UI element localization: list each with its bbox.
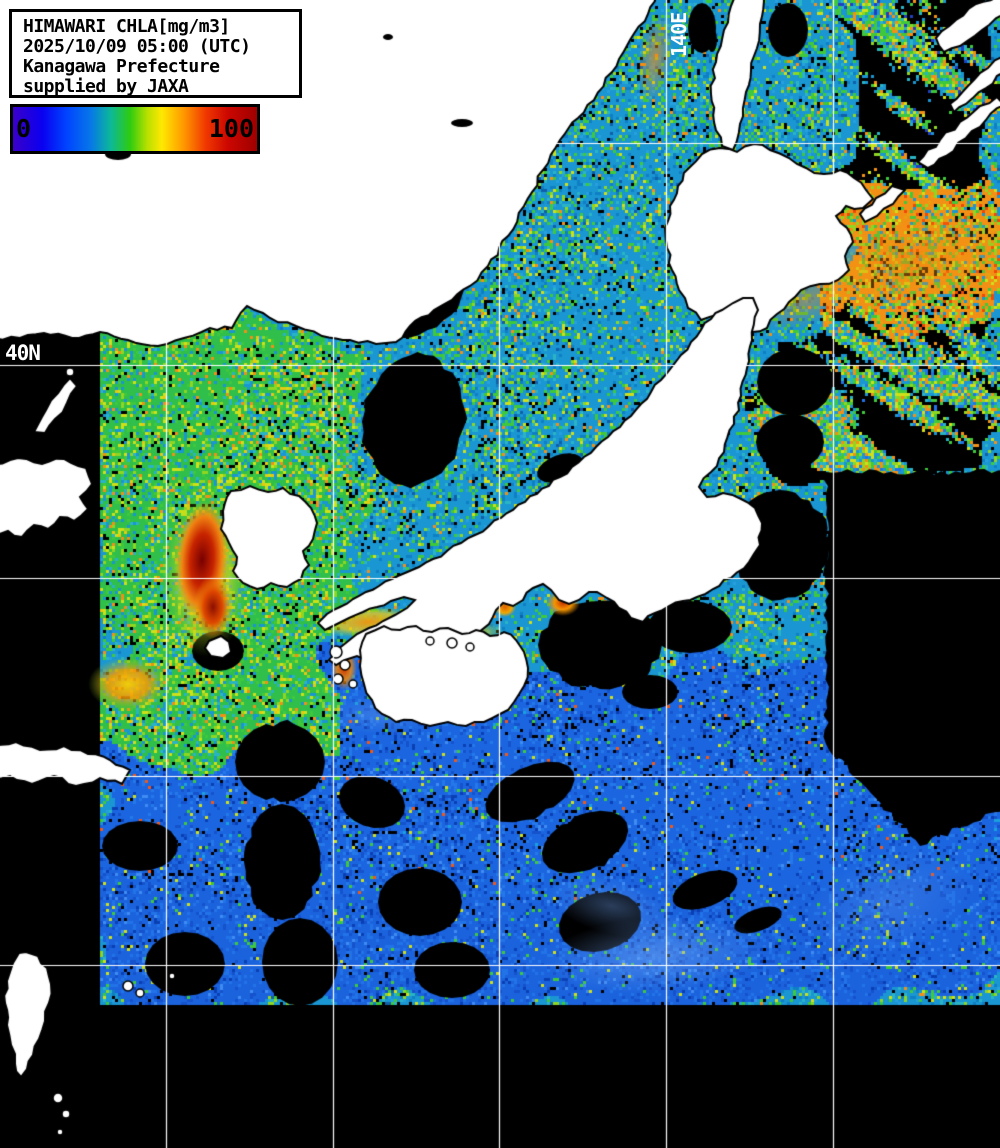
title-line-region: Kanagawa Prefecture: [23, 56, 220, 77]
title-box: HIMAWARI CHLA[mg/m3] 2025/10/09 05:00 (U…: [9, 9, 302, 98]
colorbar: 0 100: [10, 104, 260, 154]
grid-label-140e: 140E: [667, 12, 691, 57]
colorbar-gradient: [13, 107, 257, 151]
grid-label-40n: 40N: [5, 341, 41, 365]
title-line-credit: supplied by JAXA: [23, 76, 189, 97]
title-line-product: HIMAWARI CHLA[mg/m3]: [23, 16, 230, 37]
colorbar-max-label: 100: [208, 114, 254, 143]
title-line-datetime: 2025/10/09 05:00 (UTC): [23, 36, 251, 57]
colorbar-min-label: 0: [16, 114, 32, 143]
